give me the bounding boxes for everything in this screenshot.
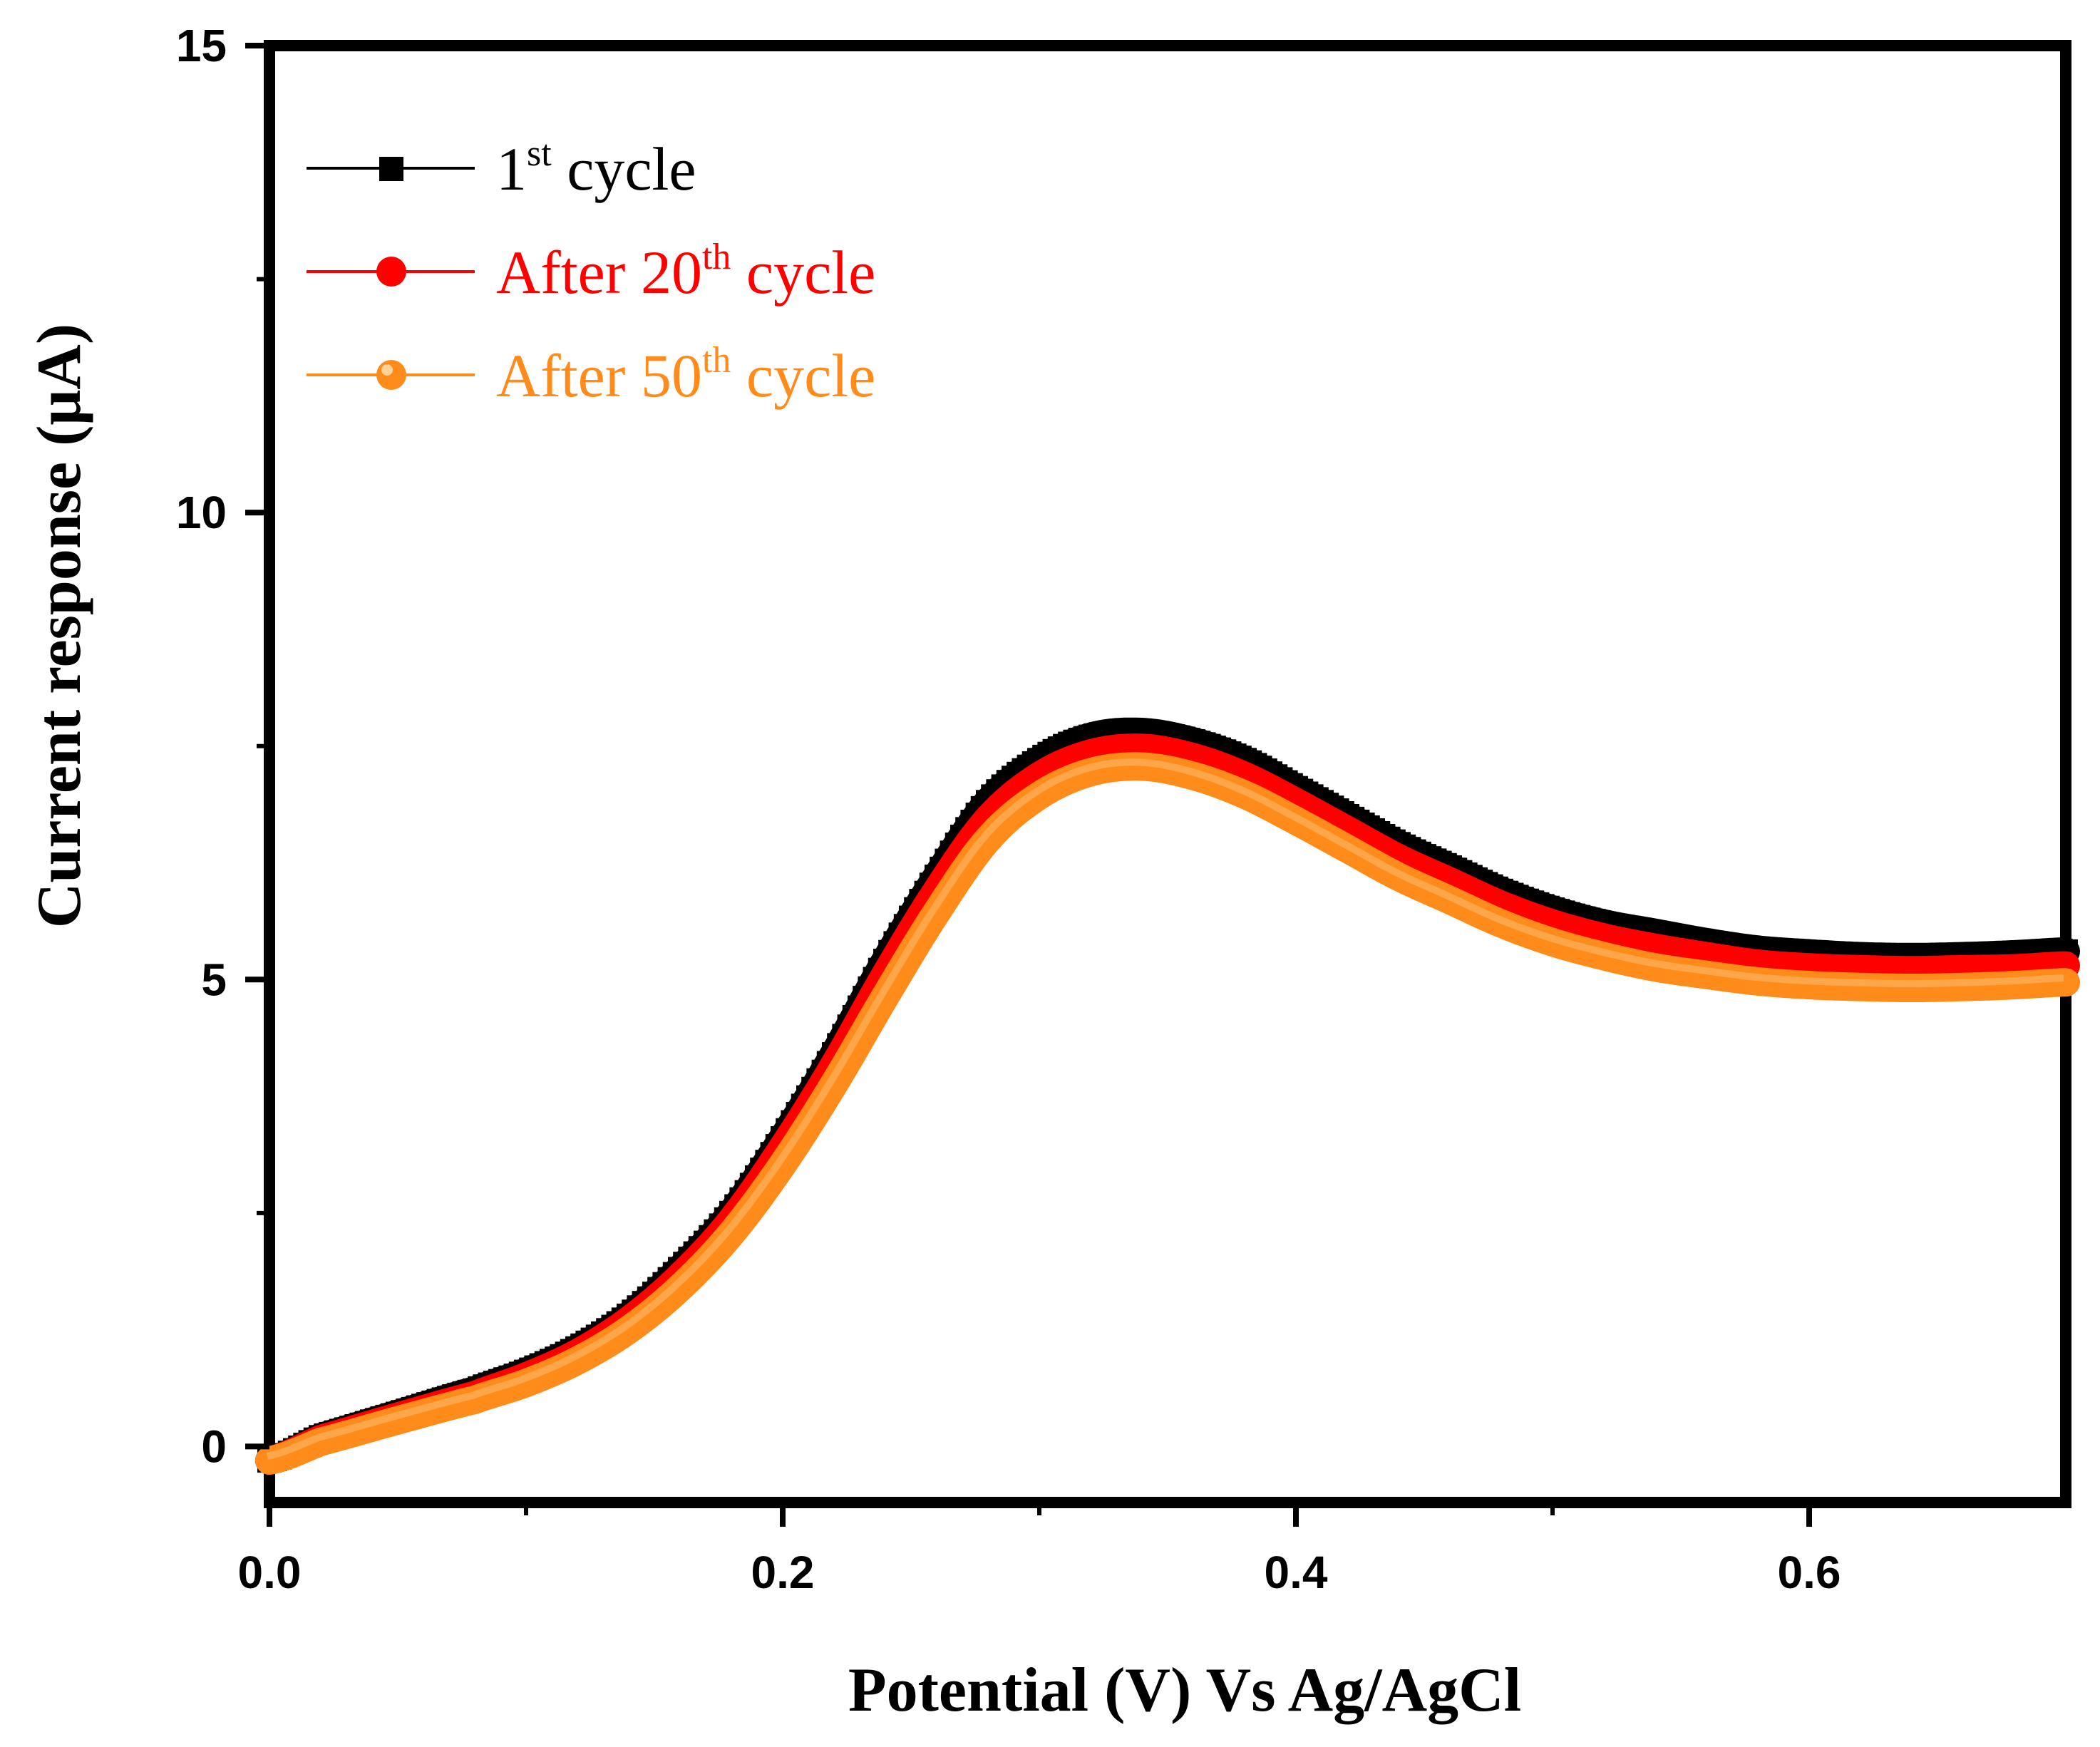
legend-item-1st-cycle: 1st cycle: [307, 133, 696, 203]
legend-marker-highlight: [381, 364, 393, 376]
tick-layer: 0.0 0.2 0.4 0.6 0 5 10 15: [176, 20, 1841, 1598]
legend-item-after-20th-cycle: After 20th cycle: [307, 237, 875, 306]
legend-label-1st-cycle: 1st cycle: [496, 133, 696, 203]
series-layer: [255, 717, 2080, 1475]
x-tick-label: 0.0: [238, 1547, 302, 1598]
legend-marker-circle-red: [376, 257, 406, 287]
y-axis-title: Current response (μA): [25, 324, 94, 928]
legend-marker-circle-orange: [376, 360, 406, 390]
y-tick-label: 5: [201, 954, 227, 1005]
x-tick-label: 0.6: [1778, 1547, 1841, 1598]
x-axis-title: Potential (V) Vs Ag/AgCl: [848, 1656, 1521, 1725]
legend-label-after-20th-cycle: After 20th cycle: [496, 237, 875, 306]
legend-marker-square: [379, 157, 403, 181]
series-highlight: [267, 758, 2064, 1460]
legend: 1st cycle After 20th cycle After 50th cy…: [307, 133, 875, 410]
x-tick-label: 0.2: [751, 1547, 815, 1598]
legend-item-after-50th-cycle: After 50th cycle: [307, 340, 875, 410]
data-point: [2052, 969, 2079, 996]
y-tick-label: 0: [201, 1421, 227, 1472]
x-tick-label: 0.4: [1265, 1547, 1328, 1598]
plot-frame: [264, 40, 2071, 1508]
series-after-50th-cycle: [255, 752, 2080, 1475]
y-tick-label: 15: [176, 20, 227, 71]
y-tick-label: 10: [176, 487, 227, 538]
legend-label-after-50th-cycle: After 50th cycle: [496, 340, 875, 410]
